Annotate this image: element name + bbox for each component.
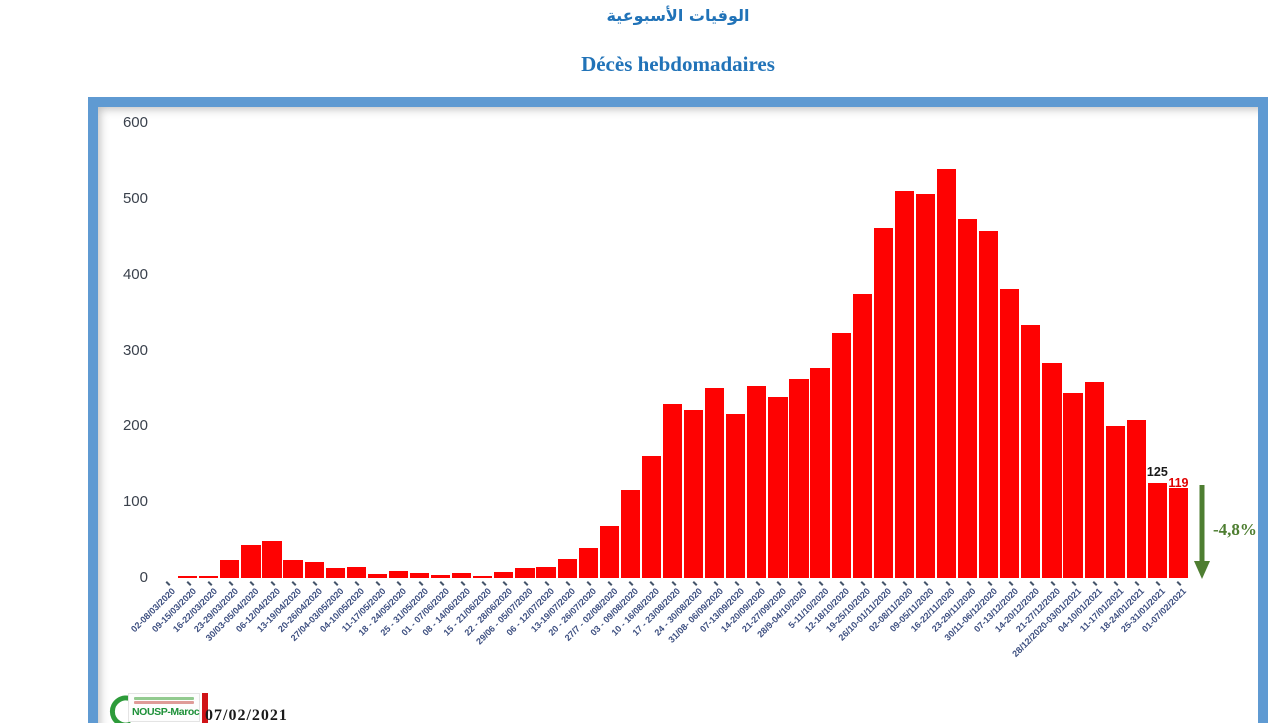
bar — [936, 168, 957, 578]
y-axis-tick-label: 0 — [139, 569, 148, 586]
bar — [768, 396, 788, 578]
weekly-change-percentage-label: -4,8% — [1213, 520, 1257, 539]
value-label-previous-week: 125 — [1146, 465, 1168, 480]
bar — [1063, 392, 1083, 578]
y-axis-tick-label: 200 — [122, 417, 148, 435]
bar — [494, 571, 514, 578]
report-date-label: 07/02/2021 — [205, 707, 288, 723]
y-axis-tick-label: 500 — [122, 189, 148, 207]
bar — [747, 386, 767, 578]
y-axis-tick-label: 100 — [122, 493, 148, 511]
bar — [599, 526, 619, 578]
bar — [1147, 483, 1167, 578]
bar — [283, 559, 303, 578]
bar — [178, 576, 198, 578]
bar — [325, 568, 345, 578]
bar — [810, 367, 830, 578]
y-axis-tick-label: 300 — [122, 341, 148, 359]
bar — [1105, 426, 1125, 578]
bar — [1021, 324, 1041, 578]
y-axis-tick-label: 400 — [122, 265, 148, 283]
logo-box: NOUSP-Maroc — [128, 693, 200, 722]
bar — [515, 568, 535, 578]
bar — [304, 562, 324, 578]
bar — [557, 559, 577, 578]
bar — [620, 490, 640, 578]
bar — [431, 574, 451, 578]
bar — [262, 540, 282, 578]
org-name-label: NOUSP-Maroc — [132, 706, 200, 718]
bar — [452, 573, 472, 578]
bar — [641, 455, 662, 578]
bar — [873, 227, 893, 578]
bar — [220, 559, 240, 578]
bar — [831, 333, 851, 578]
bar — [1126, 420, 1146, 578]
bar — [1000, 289, 1020, 578]
bar — [367, 574, 387, 578]
bar — [536, 566, 556, 578]
org-logo: NOUSP-Maroc — [106, 693, 208, 723]
bar — [1084, 381, 1104, 578]
crescent-icon — [109, 695, 132, 723]
bar — [241, 544, 261, 578]
value-label-latest-week: 119 — [1168, 475, 1189, 490]
bar — [409, 572, 430, 578]
bar — [958, 218, 978, 578]
chart-title-arabic: الوفيات الأسبوعية — [606, 6, 750, 25]
y-axis-tick-label: 600 — [122, 114, 148, 132]
bar — [705, 387, 725, 578]
logo-red-bar — [202, 693, 208, 723]
bar — [346, 567, 366, 578]
logo-fine-print-line — [134, 697, 194, 700]
bar — [1042, 362, 1062, 578]
decrease-arrow-icon — [1194, 485, 1210, 579]
bar — [915, 193, 936, 578]
bar — [662, 404, 683, 578]
bar — [473, 575, 493, 578]
bar — [1168, 487, 1189, 578]
bar — [979, 230, 999, 578]
bar — [199, 576, 219, 578]
bar — [578, 548, 598, 578]
bar — [789, 379, 809, 578]
logo-fine-print-line — [134, 701, 194, 704]
bar — [894, 190, 914, 578]
bar — [388, 571, 409, 578]
bar — [726, 414, 746, 578]
chart-title-french: Décès hebdomadaires — [581, 52, 775, 76]
bar — [684, 409, 704, 578]
bar — [852, 294, 872, 578]
